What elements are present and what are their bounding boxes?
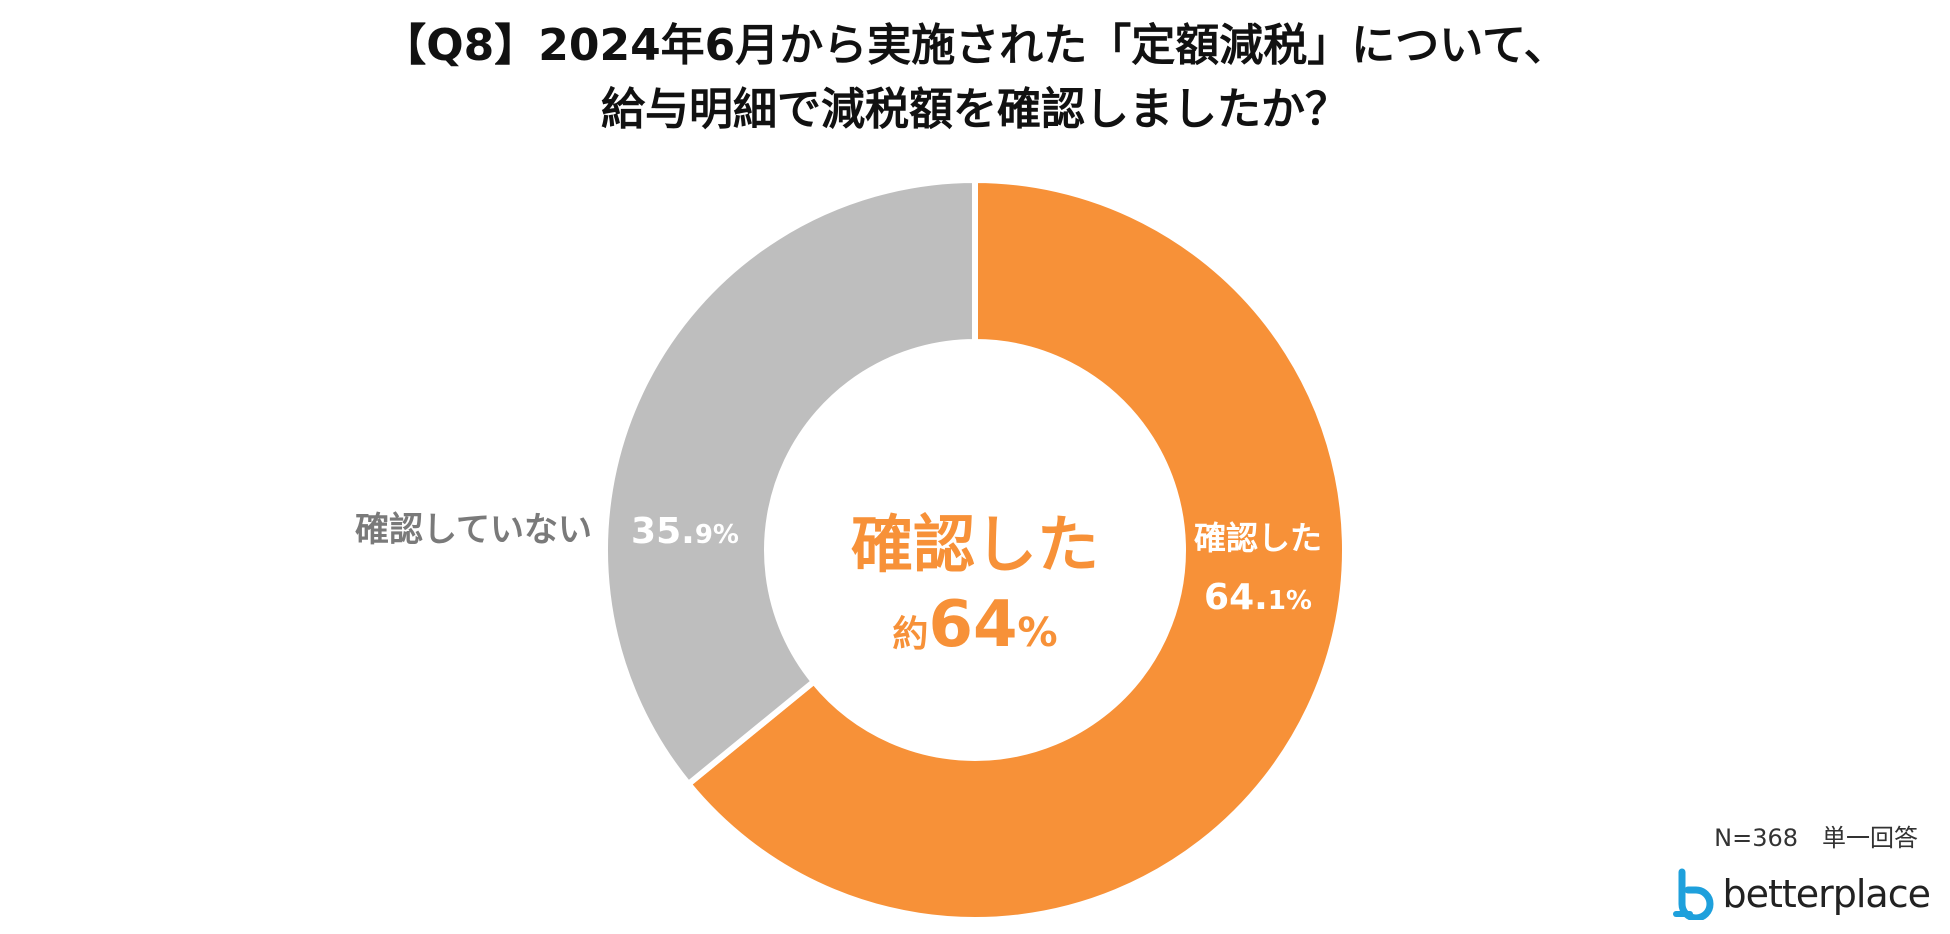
value-label-kakunin-shita-major: 64. [1204,577,1268,618]
value-label-kakunin-shita: 64.1% [1204,577,1312,618]
category-label-kakunin-shiteinai: 確認していない [355,510,592,550]
slice-kakunin-shita [684,176,1348,923]
slice-kakunin-shiteinai [602,176,978,789]
center-label-value: 約64% [892,588,1057,662]
chart-title-line-1: 【Q8】2024年6月から実施された「定額減税」について、 [382,20,1568,71]
brand-logo-text: betterplace [1722,872,1931,916]
center-label-unit: % [1018,610,1058,656]
chart-title-line-2: 給与明細で減税額を確認しましたか？ [601,84,1349,135]
value-label-kakunin-shiteinai: 35.9% [631,511,739,552]
value-label-kakunin-shita-minor: 1% [1268,586,1312,616]
value-label-kakunin-shiteinai-major: 35. [631,511,695,552]
sample-size-note: N=368 単一回答 [1714,824,1918,852]
chart-title: 【Q8】2024年6月から実施された「定額減税」について、 給与明細で減税額を確… [0,14,1950,142]
center-label-number: 64 [928,588,1017,662]
betterplace-logo-icon [1673,868,1714,920]
center-label-prefix: 約 [892,614,928,655]
value-label-kakunin-shiteinai-minor: 9% [695,520,739,550]
brand-logo: betterplace [1672,866,1931,922]
category-label-kakunin-shita: 確認した [1194,519,1322,557]
center-label-main: 確認した [851,508,1099,581]
